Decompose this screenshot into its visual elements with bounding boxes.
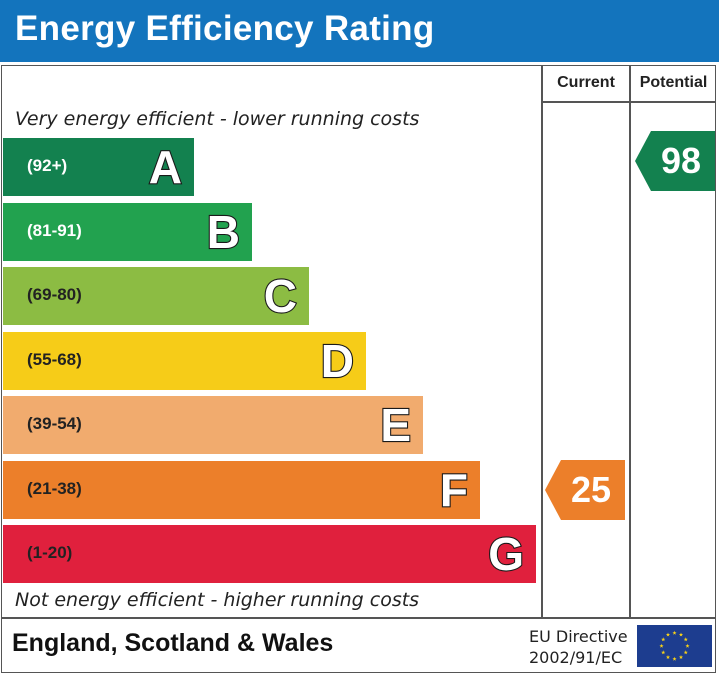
current-rating-marker: 25 <box>545 460 625 520</box>
band-range-label: (39-54) <box>27 414 82 433</box>
band-g: (1-20) G <box>3 525 536 583</box>
potential-column-divider <box>629 65 631 618</box>
footer-divider <box>1 617 716 619</box>
eu-star-icon <box>678 655 684 660</box>
band-range-label: (92+) <box>27 156 68 175</box>
band-c: (69-80) C <box>3 267 309 325</box>
chart-title: Energy Efficiency Rating <box>15 9 435 48</box>
band-letter-label: B <box>206 205 241 259</box>
eu-star-icon <box>661 637 666 642</box>
band-range-label: (21-38) <box>27 479 82 498</box>
eu-star-icon <box>678 632 684 637</box>
band-range-label: (69-80) <box>27 285 82 304</box>
current-rating-value: 25 <box>570 469 612 510</box>
band-letter-label: D <box>320 334 355 388</box>
eu-flag-icon <box>637 625 712 667</box>
top-note: Very energy efficient - lower running co… <box>15 108 420 130</box>
band-letter-label: E <box>379 398 412 452</box>
header-bar: Energy Efficiency Rating <box>0 0 719 62</box>
potential-rating-marker: 98 <box>635 131 715 191</box>
column-header-divider <box>541 101 716 103</box>
band-range-label: (81-91) <box>27 221 82 240</box>
potential-rating-value: 98 <box>660 140 702 181</box>
band-letter-label: F <box>439 463 469 517</box>
band-e: (39-54) E <box>3 396 423 454</box>
eu-star-icon <box>672 630 677 635</box>
band-f: (21-38) F <box>3 461 480 519</box>
eu-star-icon <box>672 656 677 661</box>
potential-column-header: Potential <box>639 74 708 91</box>
band-letter-label: A <box>148 140 183 194</box>
band-a: (92+) A <box>3 138 194 196</box>
band-range-label: (55-68) <box>27 350 82 369</box>
eu-star-icon <box>683 650 688 655</box>
eu-star-icon <box>659 643 664 648</box>
band-letter-label: C <box>263 269 298 323</box>
current-column-divider <box>541 65 543 618</box>
bottom-note: Not energy efficient - higher running co… <box>15 589 420 611</box>
eu-star-icon <box>665 655 671 660</box>
eu-star-icon <box>685 643 690 648</box>
directive-line-2: 2002/91/EC <box>529 648 623 667</box>
band-d: (55-68) D <box>3 332 366 390</box>
band-b: (81-91) B <box>3 203 252 261</box>
region-label: England, Scotland & Wales <box>12 629 334 657</box>
band-range-label: (1-20) <box>27 543 73 562</box>
band-letter-label: G <box>487 527 525 581</box>
chart-frame <box>1 65 716 673</box>
eu-star-icon <box>683 637 688 642</box>
directive-line-1: EU Directive <box>529 627 628 646</box>
eu-star-icon <box>665 632 671 637</box>
eu-star-icon <box>661 650 666 655</box>
current-column-header: Current <box>557 74 615 91</box>
